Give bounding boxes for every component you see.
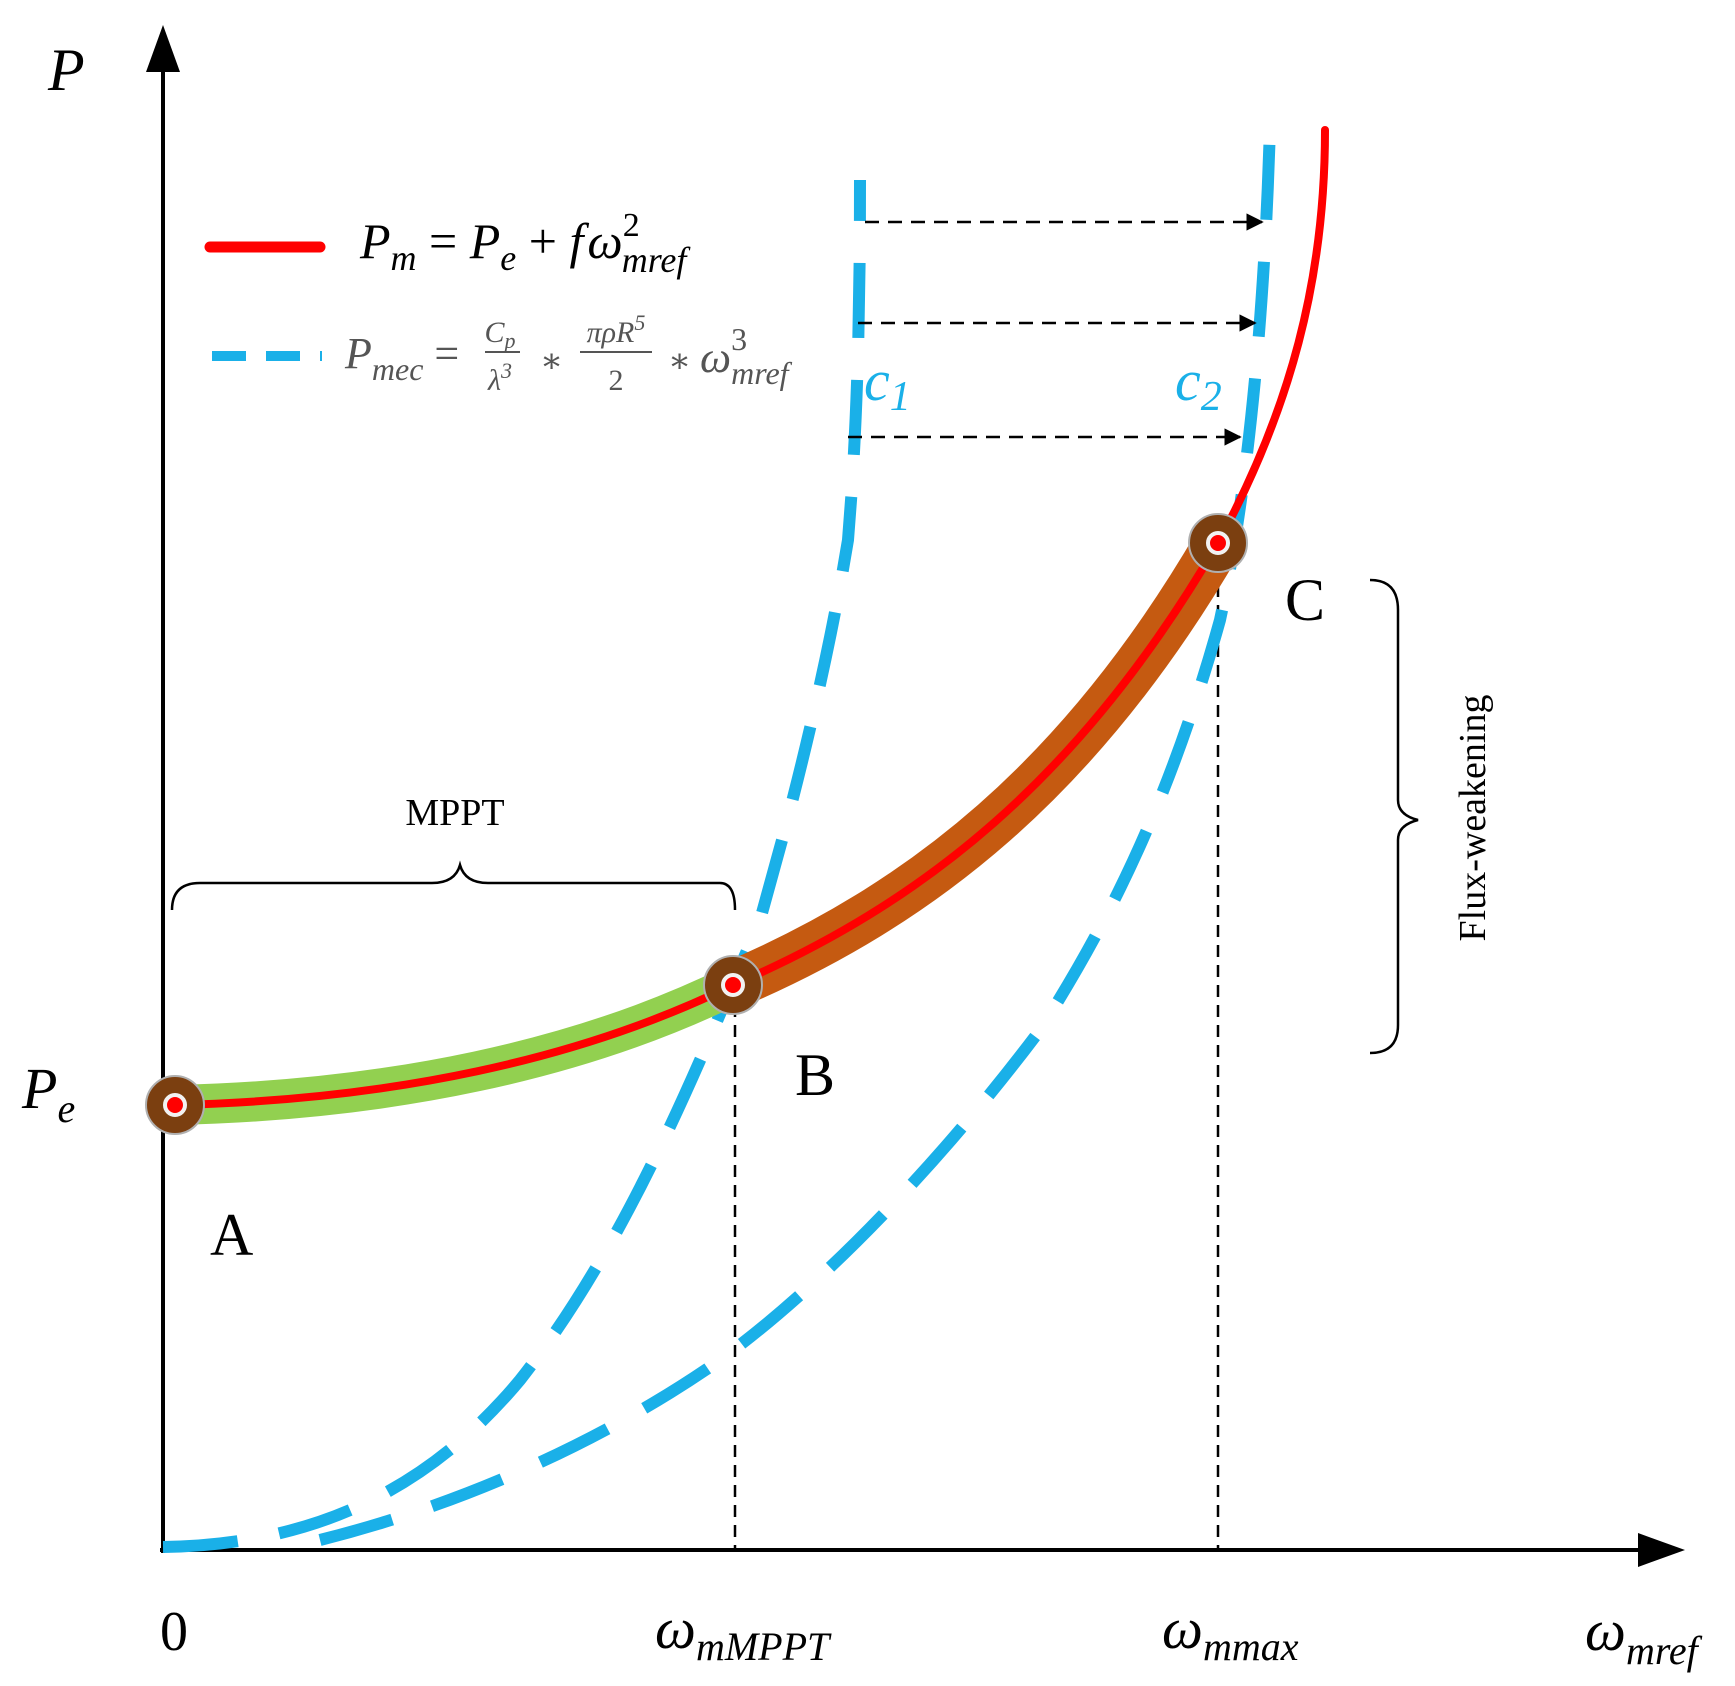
omega-max-label: ωmmax — [1162, 1596, 1299, 1669]
legend: Pm = Pe + fω2 mref Pmec = Cp λ3 ∗ πρR5 2 … — [204, 207, 793, 397]
svg-text:Pmec =: Pmec = — [344, 329, 459, 387]
svg-text:λ3: λ3 — [487, 358, 512, 397]
point-label-b: B — [795, 1042, 835, 1108]
c1-label: c1 — [864, 348, 911, 420]
svg-text:2: 2 — [609, 364, 624, 397]
svg-text:πρR5: πρR5 — [587, 310, 646, 349]
flux-weakening-label: Flux-weakening — [1452, 695, 1494, 942]
x-axis-label: ωmref — [1585, 1598, 1703, 1673]
legend-formula-pm: Pm = Pe + fω2 mref — [359, 207, 691, 280]
flux-weakening-brace — [1369, 578, 1419, 1055]
omega-mppt-label: ωmMPPT — [655, 1596, 832, 1669]
mppt-label: MPPT — [405, 792, 504, 834]
pmec-curve-c1 — [162, 179, 866, 1553]
point-marker-a — [145, 1075, 205, 1135]
shift-arrows — [848, 213, 1264, 446]
legend-formula-pmec: Pmec = Cp λ3 ∗ πρR5 2 ∗ ω3 mref — [344, 310, 793, 397]
svg-text:∗: ∗ — [540, 343, 563, 380]
origin-label: 0 — [160, 1601, 188, 1663]
pm-curve-red — [171, 126, 1329, 1109]
svg-text:Cp: Cp — [484, 316, 515, 353]
point-marker-b — [703, 955, 763, 1015]
mppt-brace — [170, 860, 737, 911]
point-marker-c — [1188, 513, 1248, 573]
c2-label: c2 — [1175, 348, 1222, 420]
point-label-c: C — [1285, 567, 1325, 633]
point-label-a: A — [210, 1202, 253, 1268]
mppt-band-green — [174, 967, 742, 1125]
svg-text:∗: ∗ — [668, 343, 691, 380]
x-axis-arrowhead — [1638, 1533, 1685, 1567]
pe-axis-label: Pe — [21, 1056, 75, 1131]
y-axis-label: P — [47, 37, 85, 103]
axes — [146, 25, 1685, 1567]
y-axis-arrowhead — [146, 25, 180, 72]
